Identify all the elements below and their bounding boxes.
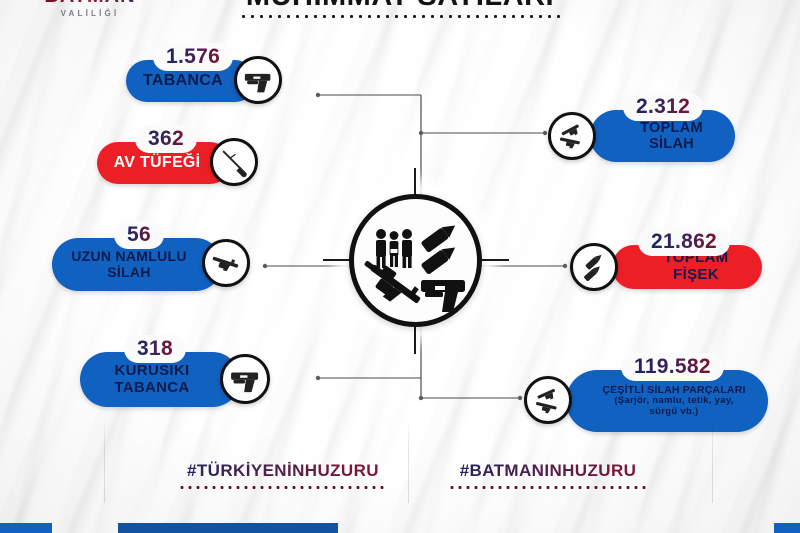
stat-icon-circle[interactable] [220, 354, 270, 404]
stat-value-badge: 362 [135, 125, 197, 154]
stat-value: 362 [148, 127, 184, 150]
stat-label-line1: ÇEŞİTLİ SİLAH PARÇALARI [602, 383, 746, 396]
hashtag-text: #TÜRKİYENİNHUZURU [178, 461, 388, 481]
stat-value: 119.582 [634, 355, 711, 378]
stat-label-line2: SİLAH [648, 136, 694, 152]
hashtag-batmaninhuzuru[interactable]: #BATMANINHUZURU [448, 461, 648, 490]
stat-pill[interactable]: 2.312 TOPLAM SİLAH [590, 93, 735, 162]
footer-accent-bar-right [774, 523, 800, 533]
stat-label-line2: SİLAH [107, 263, 151, 280]
stat-label: TOPLAM SİLAH [630, 120, 713, 152]
pistol-icon [244, 73, 271, 93]
title-underline-dots [239, 14, 561, 19]
assault-rifle-icon [364, 261, 421, 304]
stat-label-line1: TOPLAM [640, 119, 703, 136]
stat-label: UZUN NAMLULU SİLAH [61, 247, 197, 280]
stat-label-line2: (Şarjör, namlu, tetik, yay, [614, 395, 734, 407]
stat-label-line1: KURUSIKI [114, 361, 190, 379]
stat-label: AV TÜFEĞİ [113, 154, 201, 172]
stat-icon-circle[interactable] [570, 243, 618, 291]
stat-label-line1: UZUN NAMLULU [71, 247, 187, 264]
stat-value: 56 [127, 223, 151, 246]
center-emblem-circle [349, 194, 482, 327]
stat-pill[interactable]: 318 KURUSIKI TABANCA [80, 335, 240, 407]
stat-label-line2: TABANCA [114, 378, 190, 396]
stat-node-tabanca[interactable]: 1.576 TABANCA [126, 43, 282, 104]
stat-node-toplam-silah[interactable]: 2.312 TOPLAM SİLAH [548, 93, 735, 162]
logo-subtitle: VALİLİĞİ [60, 9, 120, 18]
stat-pill[interactable]: 56 UZUN NAMLULU SİLAH [52, 221, 222, 291]
cartridges-icon [584, 254, 602, 282]
weapon-parts-icon [536, 388, 557, 414]
logo-title: BATMAN [30, 0, 150, 6]
stat-node-cesitli-silah-parcalari[interactable]: 119.582 ÇEŞİTLİ SİLAH PARÇALARI (Şarjör,… [524, 353, 768, 432]
stat-label-line3: sürgü vb.) [649, 405, 699, 417]
footer-divider-left [104, 418, 105, 503]
stat-value-badge: 1.576 [153, 43, 234, 72]
hashtag-underline-dots [448, 485, 648, 490]
stat-icon-circle[interactable] [524, 376, 572, 424]
stat-node-toplam-fisek[interactable]: 21.862 TOPLAM FİŞEK [570, 228, 762, 291]
center-emblem-icons [364, 225, 465, 312]
stat-value-badge: 318 [124, 335, 186, 364]
stat-label: TABANCA [142, 72, 223, 90]
stat-value: 318 [137, 337, 173, 360]
stat-value-badge: 2.312 [623, 93, 704, 122]
stat-value-badge: 56 [114, 221, 164, 250]
stat-value: 21.862 [651, 230, 718, 253]
long-barrel-rifle-icon [212, 256, 239, 272]
footer-accent-bar-center [118, 523, 338, 533]
stat-pill[interactable]: 362 AV TÜFEĞİ [97, 125, 231, 184]
footer: #TÜRKİYENİNHUZURU #BATMANINHUZURU [0, 418, 800, 511]
stat-node-uzun-namlulu-silah[interactable]: 56 UZUN NAMLULU SİLAH [52, 221, 250, 291]
page-title: MÜHİMMAT SAYILARI [0, 0, 800, 13]
stat-value-badge: 119.582 [621, 353, 724, 382]
arrested-suspects-icon [376, 229, 412, 268]
stat-value: 2.312 [636, 95, 691, 118]
footer-divider-center [408, 418, 409, 503]
weapons-stack-icon [559, 124, 580, 149]
stat-value-badge: 21.862 [638, 228, 731, 257]
stat-pill[interactable]: 119.582 ÇEŞİTLİ SİLAH PARÇALARI (Şarjör,… [566, 353, 768, 432]
stat-value: 1.576 [166, 45, 221, 68]
stat-label: ÇEŞİTLİ SİLAH PARÇALARI (Şarjör, namlu, … [592, 383, 755, 418]
bullets-icon [421, 225, 456, 275]
stat-node-av-tufegi[interactable]: 362 AV TÜFEĞİ [97, 125, 258, 186]
hashtag-text: #BATMANINHUZURU [448, 461, 648, 481]
footer-divider-right [712, 418, 713, 503]
stat-icon-circle[interactable] [210, 138, 258, 186]
stat-icon-circle[interactable] [548, 112, 596, 160]
pistol-icon [421, 280, 465, 312]
hunting-rifle-icon [222, 150, 247, 178]
footer-accent-bar-left [0, 523, 52, 533]
hashtag-underline-dots [178, 485, 388, 490]
stat-pill[interactable]: 21.862 TOPLAM FİŞEK [612, 228, 762, 289]
stat-node-kurusiki-tabanca[interactable]: 318 KURUSIKI TABANCA [80, 335, 270, 407]
stat-icon-circle[interactable] [202, 239, 250, 287]
stat-icon-circle[interactable] [234, 56, 282, 104]
stat-pill[interactable]: 1.576 TABANCA [126, 43, 256, 102]
governorship-logo: BATMAN VALİLİĞİ [30, 0, 150, 18]
blank-pistol-icon [231, 372, 259, 393]
center-emblem [323, 168, 509, 354]
hashtag-turkiyeninhuzuru[interactable]: #TÜRKİYENİNHUZURU [178, 461, 388, 490]
stat-label: KURUSIKI TABANCA [104, 361, 199, 397]
